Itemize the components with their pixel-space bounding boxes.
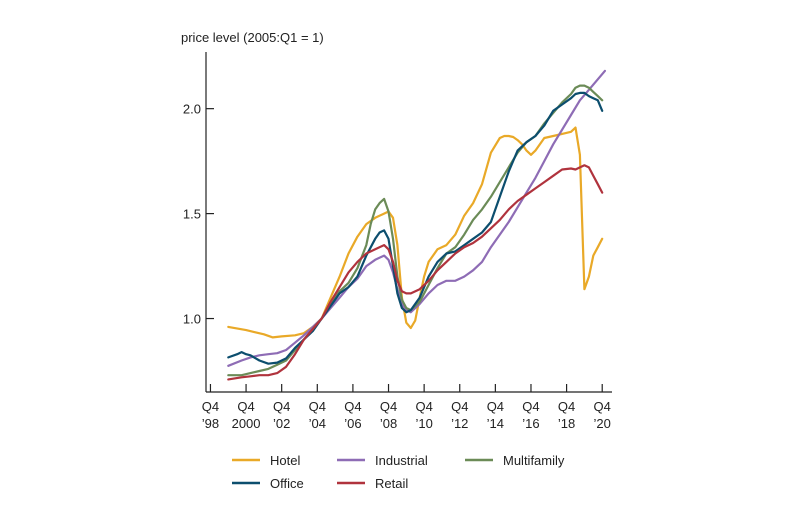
x-tick-label-year: 2000 <box>232 416 261 431</box>
series-line-office <box>227 91 604 365</box>
x-tick-label-quarter: Q4 <box>273 399 290 414</box>
legend-label-multifamily: Multifamily <box>503 453 565 468</box>
chart-title: price level (2005:Q1 = 1) <box>181 30 324 45</box>
x-tick-label-quarter: Q4 <box>558 399 575 414</box>
x-tick-label-year: ’14 <box>487 416 504 431</box>
legend-label-office: Office <box>270 476 304 491</box>
x-tick-label-year: ’18 <box>558 416 575 431</box>
x-tick-label-quarter: Q4 <box>487 399 504 414</box>
plot-area: 1.0 1.5 2.0 Q4 ’98 Q4 2000 Q4 ’02 Q4 ’04 Q4 ’06 Q4 ’08… <box>183 52 612 431</box>
x-tick-label-year: ’02 <box>273 416 290 431</box>
legend-label-hotel: Hotel <box>270 453 300 468</box>
x-tick-label-quarter: Q4 <box>451 399 468 414</box>
x-tick-label-year: ’98 <box>202 416 219 431</box>
x-tick-label-year: ’20 <box>594 416 611 431</box>
legend: Hotel Industrial Multifamily Office Retail <box>232 453 565 491</box>
series-line-hotel <box>227 126 604 339</box>
legend-label-retail: Retail <box>375 476 408 491</box>
legend-label-industrial: Industrial <box>375 453 428 468</box>
y-tick-label: 2.0 <box>183 102 201 117</box>
series-line-retail <box>227 164 604 381</box>
x-tick-label-quarter: Q4 <box>415 399 432 414</box>
x-tick-label-year: ’06 <box>344 416 361 431</box>
x-tick-label-quarter: Q4 <box>309 399 326 414</box>
x-tick-label-quarter: Q4 <box>202 399 219 414</box>
y-tick-label: 1.0 <box>183 312 201 327</box>
x-tick-label-year: ’04 <box>309 416 326 431</box>
x-tick-label-quarter: Q4 <box>344 399 361 414</box>
x-tick-label-year: ’10 <box>415 416 432 431</box>
x-tick-label-quarter: Q4 <box>594 399 611 414</box>
series-line-multifamily <box>227 84 604 377</box>
x-tick-label-year: ’12 <box>451 416 468 431</box>
x-tick-label-quarter: Q4 <box>522 399 539 414</box>
x-tick-label-quarter: Q4 <box>380 399 397 414</box>
y-tick-label: 1.5 <box>183 207 201 222</box>
x-tick-label-year: ’08 <box>380 416 397 431</box>
x-tick-label-quarter: Q4 <box>237 399 254 414</box>
x-tick-label-year: ’16 <box>522 416 539 431</box>
series-line-industrial <box>227 69 607 367</box>
